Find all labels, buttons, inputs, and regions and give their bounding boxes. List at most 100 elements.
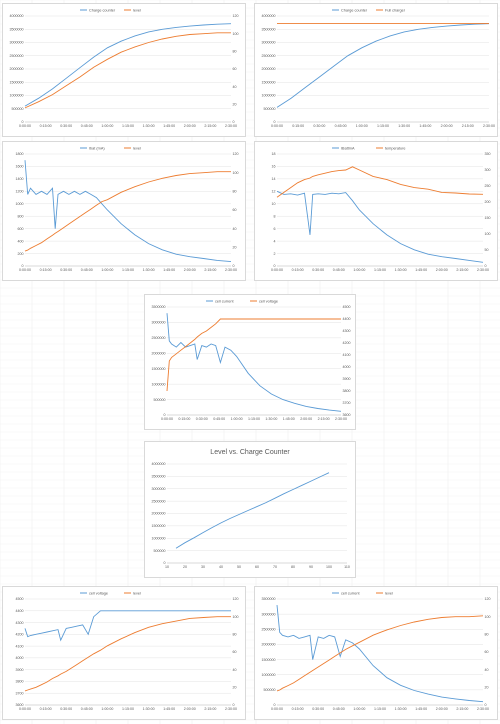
right-tick-label: 100	[233, 171, 239, 175]
x-tick-label: 1:30:00	[143, 268, 155, 272]
left-tick-label: 500000	[12, 107, 24, 111]
right-tick-label: 300	[485, 168, 491, 172]
chart-svg: Charge counter level 0 500000 1000000 1500000…	[10, 8, 239, 128]
right-tick-label: 100	[233, 615, 239, 619]
right-tick-label: 4100	[343, 353, 351, 357]
right-tick-label: 0	[485, 264, 487, 268]
right-tick-label: 100	[485, 232, 491, 236]
chart-panel-5[interactable]: cell current cell voltage 0 500000 1000000 15…	[144, 294, 356, 430]
left-tick-label: 0	[164, 413, 166, 417]
left-tick-label: 16	[272, 165, 276, 169]
x-tick-label: 1:00:00	[101, 124, 113, 128]
left-tick-label: 3500000	[262, 597, 276, 601]
right-tick-label: 60	[233, 67, 237, 71]
right-tick-label: 40	[233, 227, 237, 231]
right-tick-label: 60	[485, 650, 489, 654]
left-tick-label: 0	[164, 561, 166, 565]
left-tick-label: 0	[274, 703, 276, 707]
right-tick-label: 80	[233, 190, 237, 194]
x-tick-label: 10	[165, 565, 169, 569]
chart-panel-2[interactable]: Charge counter Full charger 0 500000 1000000…	[254, 3, 498, 137]
right-tick-label: 4300	[343, 329, 351, 333]
right-tick-label: 4000	[343, 365, 351, 369]
left-tick-label: 3500000	[10, 27, 24, 31]
right-tick-label: 80	[233, 633, 237, 637]
x-tick-label: 2:00:00	[436, 268, 448, 272]
right-tick-label: 40	[485, 668, 489, 672]
chart-panel-6[interactable]: Level vs. Charge Counter 0 500000 1000000 15…	[144, 441, 356, 578]
left-tick-label: 3500000	[152, 305, 166, 309]
series-line-temperature	[276, 166, 484, 198]
right-tick-label: 40	[233, 85, 237, 89]
left-tick-label: 4300	[16, 621, 24, 625]
x-tick-label: 1:15:00	[122, 124, 134, 128]
series-line-data	[175, 472, 330, 549]
left-tick-label: 10	[272, 202, 276, 206]
left-tick-label: 500000	[264, 688, 276, 692]
right-tick-label: 120	[233, 152, 239, 156]
x-tick-label: 2:30:00	[225, 268, 237, 272]
x-tick-label: 0:00:00	[271, 124, 283, 128]
x-tick-label: 0:00:00	[271, 707, 283, 711]
left-tick-label: 1500000	[262, 658, 276, 662]
x-tick-label: 70	[273, 565, 277, 569]
x-tick-label: 100	[326, 565, 332, 569]
x-tick-label: 1:45:00	[163, 124, 175, 128]
left-tick-label: 4000000	[262, 14, 276, 18]
x-tick-label: 1:30:00	[398, 124, 410, 128]
left-tick-label: 4500	[16, 597, 24, 601]
x-tick-label: 0:15:00	[178, 417, 190, 421]
x-tick-label: 1:00:00	[101, 707, 113, 711]
right-tick-label: 4400	[343, 317, 351, 321]
chart-panel-4[interactable]: IBattmA temperature 0 2 4 6 8 10 12 14 16 18 0 50 100 1…	[254, 141, 498, 281]
x-tick-label: 1:00:00	[101, 268, 113, 272]
right-tick-label: 100	[233, 32, 239, 36]
chart-svg: cell voltage level 3600 3700 3800 3900 4000 410…	[16, 591, 239, 711]
x-tick-label: 1:30:00	[395, 707, 407, 711]
x-tick-label: 2:00:00	[184, 268, 196, 272]
x-tick-label: 1:30:00	[265, 417, 277, 421]
series-line-level	[24, 32, 231, 109]
x-tick-label: 0:15:00	[292, 268, 304, 272]
x-tick-label: 2:15:00	[204, 707, 216, 711]
chart-panel-3[interactable]: Ibat (mA) level 0 200 400 600 800 1000 1200 1400 1…	[2, 141, 246, 281]
chart-panel-7[interactable]: cell voltage level 3600 3700 3800 3900 4000 410…	[2, 586, 246, 720]
x-tick-label: 20	[183, 565, 187, 569]
x-tick-label: 1:00:00	[353, 268, 365, 272]
x-tick-label: 0:45:00	[81, 268, 93, 272]
right-tick-label: 250	[485, 184, 491, 188]
x-tick-label: 2:30:00	[483, 124, 495, 128]
x-tick-label: 0:30:00	[312, 268, 324, 272]
right-tick-label: 100	[485, 615, 491, 619]
x-tick-label: 1:00:00	[353, 707, 365, 711]
x-tick-label: 30	[201, 565, 205, 569]
chart-svg: IBattmA temperature 0 2 4 6 8 10 12 14 16 18 0 50 100 1…	[271, 146, 491, 272]
right-tick-label: 3800	[343, 389, 351, 393]
legend-entry: Charge counter	[341, 8, 368, 12]
left-tick-label: 1000000	[262, 94, 276, 98]
left-tick-label: 2000000	[262, 643, 276, 647]
series-line-cell-voltage	[24, 610, 231, 642]
x-tick-label: 1:15:00	[374, 268, 386, 272]
chart-panel-8[interactable]: cell current level 0 500000 1000000 1500000 20…	[254, 586, 498, 720]
x-tick-label: 0:30:00	[196, 417, 208, 421]
chart-panel-1[interactable]: Charge counter level 0 500000 1000000 1500000…	[2, 3, 246, 137]
chart-svg: Ibat (mA) level02004006008001000120014001…	[16, 146, 239, 272]
legend-entry: cell voltage	[259, 299, 278, 303]
x-tick-label: 0:30:00	[60, 268, 72, 272]
left-tick-label: 3500000	[152, 475, 166, 479]
x-tick-label: 0:15:00	[292, 124, 304, 128]
x-tick-label: 1:45:00	[163, 707, 175, 711]
right-tick-label: 20	[233, 103, 237, 107]
x-tick-label: 1:45:00	[415, 707, 427, 711]
x-tick-label: 0:45:00	[333, 268, 345, 272]
x-tick-label: 1:45:00	[419, 124, 431, 128]
x-tick-label: 1:15:00	[248, 417, 260, 421]
left-tick-label: 3000000	[262, 41, 276, 45]
series-line-level	[24, 616, 231, 692]
right-tick-label: 3700	[343, 401, 351, 405]
right-tick-label: 120	[233, 14, 239, 18]
left-tick-label: 0	[22, 264, 24, 268]
x-tick-label: 0:30:00	[313, 124, 325, 128]
left-tick-label: 1500000	[152, 367, 166, 371]
